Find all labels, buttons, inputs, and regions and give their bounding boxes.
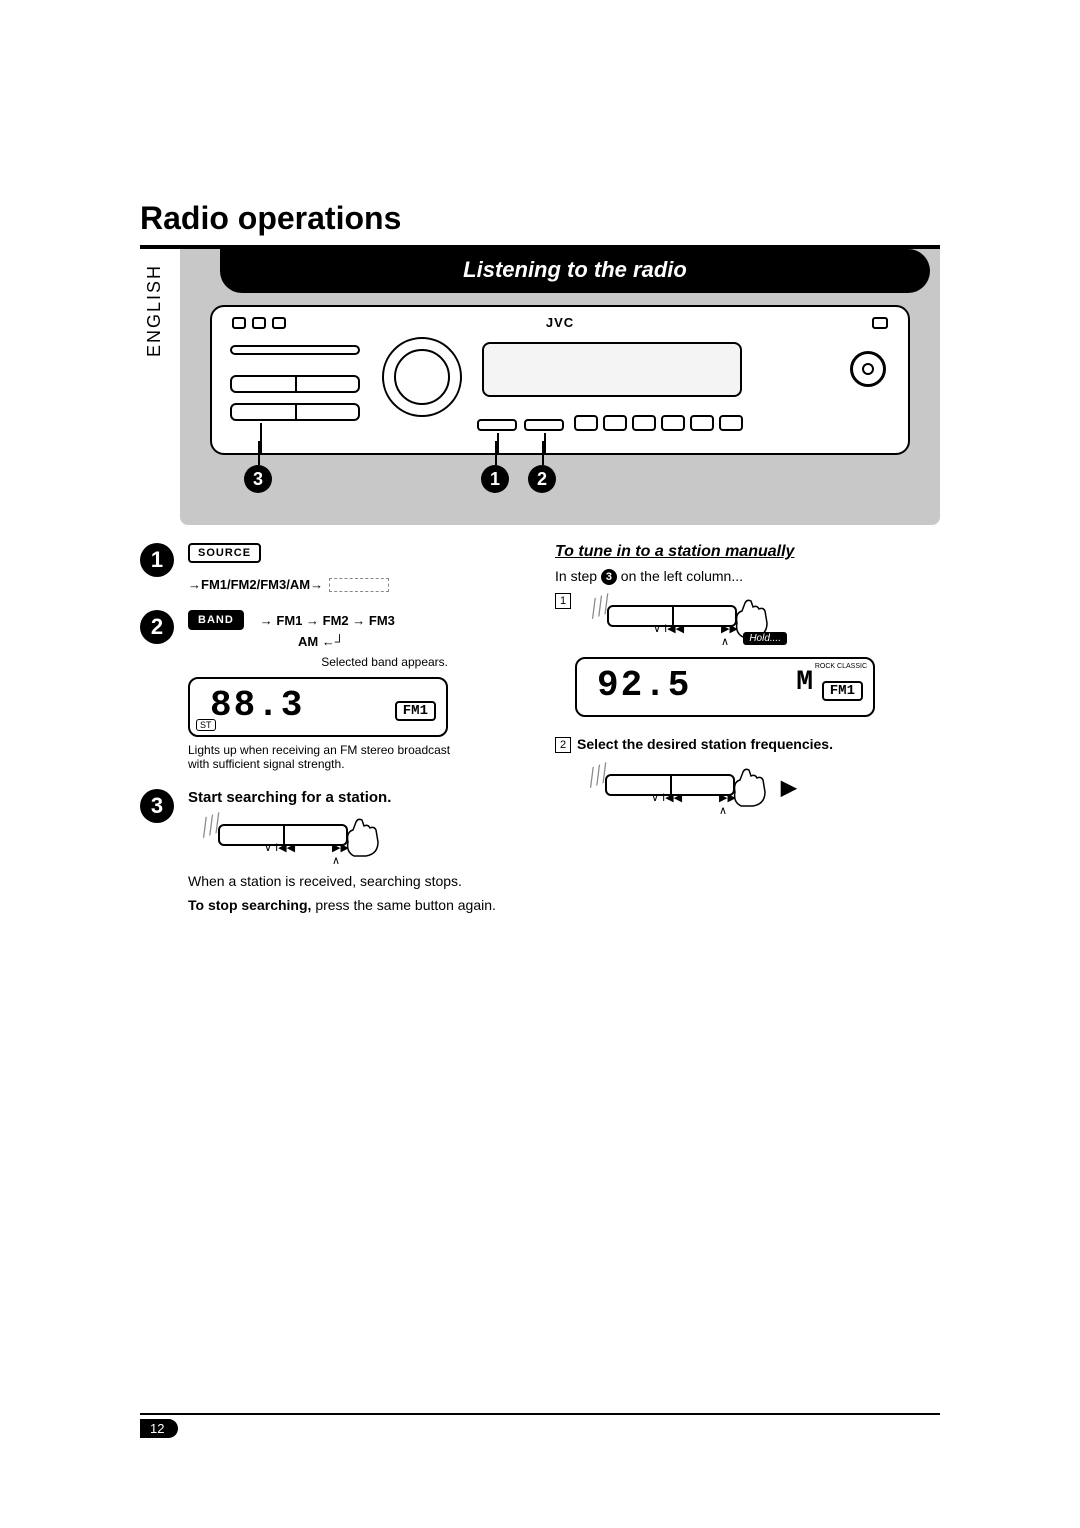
lcd-tags: ROCK CLASSIC bbox=[815, 663, 867, 671]
radio-unit-illustration: JVC bbox=[210, 305, 910, 455]
manual-tune-heading: To tune in to a station manually bbox=[555, 543, 940, 561]
brand-label: JVC bbox=[546, 315, 574, 330]
step-1: 1 SOURCE → FM1/FM2/FM3/AM → bbox=[140, 543, 525, 592]
seek-illustration: ╱╱╱ ∨ I◀◀ ▶▶I ∧ bbox=[188, 812, 388, 862]
manual-tune-intro: In step 3 on the left column... bbox=[555, 567, 940, 587]
seek-hold-illustration: ╱╱╱ ∨ I◀◀ ▶▶I ∧ Hold.... bbox=[577, 593, 777, 643]
hero-header: Listening to the radio bbox=[220, 249, 930, 293]
source-button-label: SOURCE bbox=[188, 543, 261, 563]
hero-panel: Listening to the radio JVC 3 1 2 bbox=[180, 249, 940, 525]
step-3-body1: When a station is received, searching st… bbox=[188, 872, 525, 892]
band-button-label: BAND bbox=[188, 610, 244, 630]
lcd-freq-925: 92.5 bbox=[597, 665, 691, 706]
finger-icon bbox=[725, 762, 775, 812]
step-3: 3 Start searching for a station. ╱╱╱ ∨ I… bbox=[140, 789, 525, 915]
finger-icon bbox=[338, 812, 388, 862]
step-1-badge: 1 bbox=[140, 543, 174, 577]
manual-step-2: 2Select the desired station frequencies. bbox=[555, 735, 940, 755]
lcd-m-indicator: M bbox=[796, 667, 813, 698]
right-column: To tune in to a station manually In step… bbox=[555, 543, 940, 933]
lcd-st-indicator: ST bbox=[196, 719, 216, 731]
stereo-caption: Lights up when receiving an FM stereo br… bbox=[188, 743, 468, 771]
seek-press-illustration-r: ╱╱╱ ∨ I◀◀ ▶▶I ∧ bbox=[575, 762, 775, 812]
language-tab: ENGLISH bbox=[140, 258, 169, 363]
callout-1: 1 bbox=[481, 465, 509, 493]
band-caption: Selected band appears. bbox=[188, 655, 448, 669]
lcd-freq-883: 88.3 bbox=[210, 685, 304, 726]
manual-step-1-num: 1 bbox=[555, 593, 571, 609]
lcd-panel-925: 92.5 M FM1 ROCK CLASSIC bbox=[575, 657, 875, 717]
page-title: Radio operations bbox=[140, 200, 940, 237]
page-footer: 12 bbox=[140, 1413, 940, 1438]
step-3-body2: To stop searching, press the same button… bbox=[188, 896, 525, 916]
hold-label: Hold.... bbox=[743, 632, 787, 645]
step-2: 2 BAND → FM1 → FM2 → FM3 AM ←┘ Selected … bbox=[140, 610, 525, 771]
left-column: 1 SOURCE → FM1/FM2/FM3/AM → 2 BAND bbox=[140, 543, 525, 933]
callout-2: 2 bbox=[528, 465, 556, 493]
lcd-band-fm1-r: FM1 bbox=[822, 681, 863, 701]
source-sequence: FM1/FM2/FM3/AM bbox=[201, 577, 310, 592]
lcd-panel-883: 88.3 FM1 ST bbox=[188, 677, 448, 737]
step-3-badge: 3 bbox=[140, 789, 174, 823]
band-sequence: → FM1 → FM2 → FM3 bbox=[260, 613, 395, 628]
page-number: 12 bbox=[140, 1419, 178, 1438]
lcd-band-fm1: FM1 bbox=[395, 701, 436, 721]
band-sequence-am: AM ←┘ bbox=[298, 634, 525, 649]
callout-row: 3 1 2 bbox=[210, 461, 910, 505]
arrow-right-icon: ▶ bbox=[781, 775, 796, 800]
step-3-heading: Start searching for a station. bbox=[188, 789, 525, 806]
step-2-badge: 2 bbox=[140, 610, 174, 644]
callout-3: 3 bbox=[244, 465, 272, 493]
